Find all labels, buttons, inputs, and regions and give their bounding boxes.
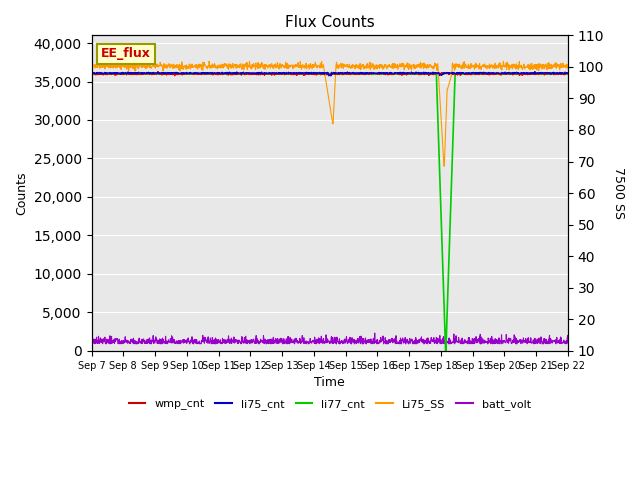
X-axis label: Time: Time bbox=[314, 376, 345, 389]
Y-axis label: Counts: Counts bbox=[15, 171, 28, 215]
Text: EE_flux: EE_flux bbox=[101, 48, 151, 60]
Title: Flux Counts: Flux Counts bbox=[285, 15, 374, 30]
Legend: wmp_cnt, li75_cnt, li77_cnt, Li75_SS, batt_volt: wmp_cnt, li75_cnt, li77_cnt, Li75_SS, ba… bbox=[124, 395, 535, 415]
Y-axis label: 7500 SS: 7500 SS bbox=[612, 167, 625, 219]
